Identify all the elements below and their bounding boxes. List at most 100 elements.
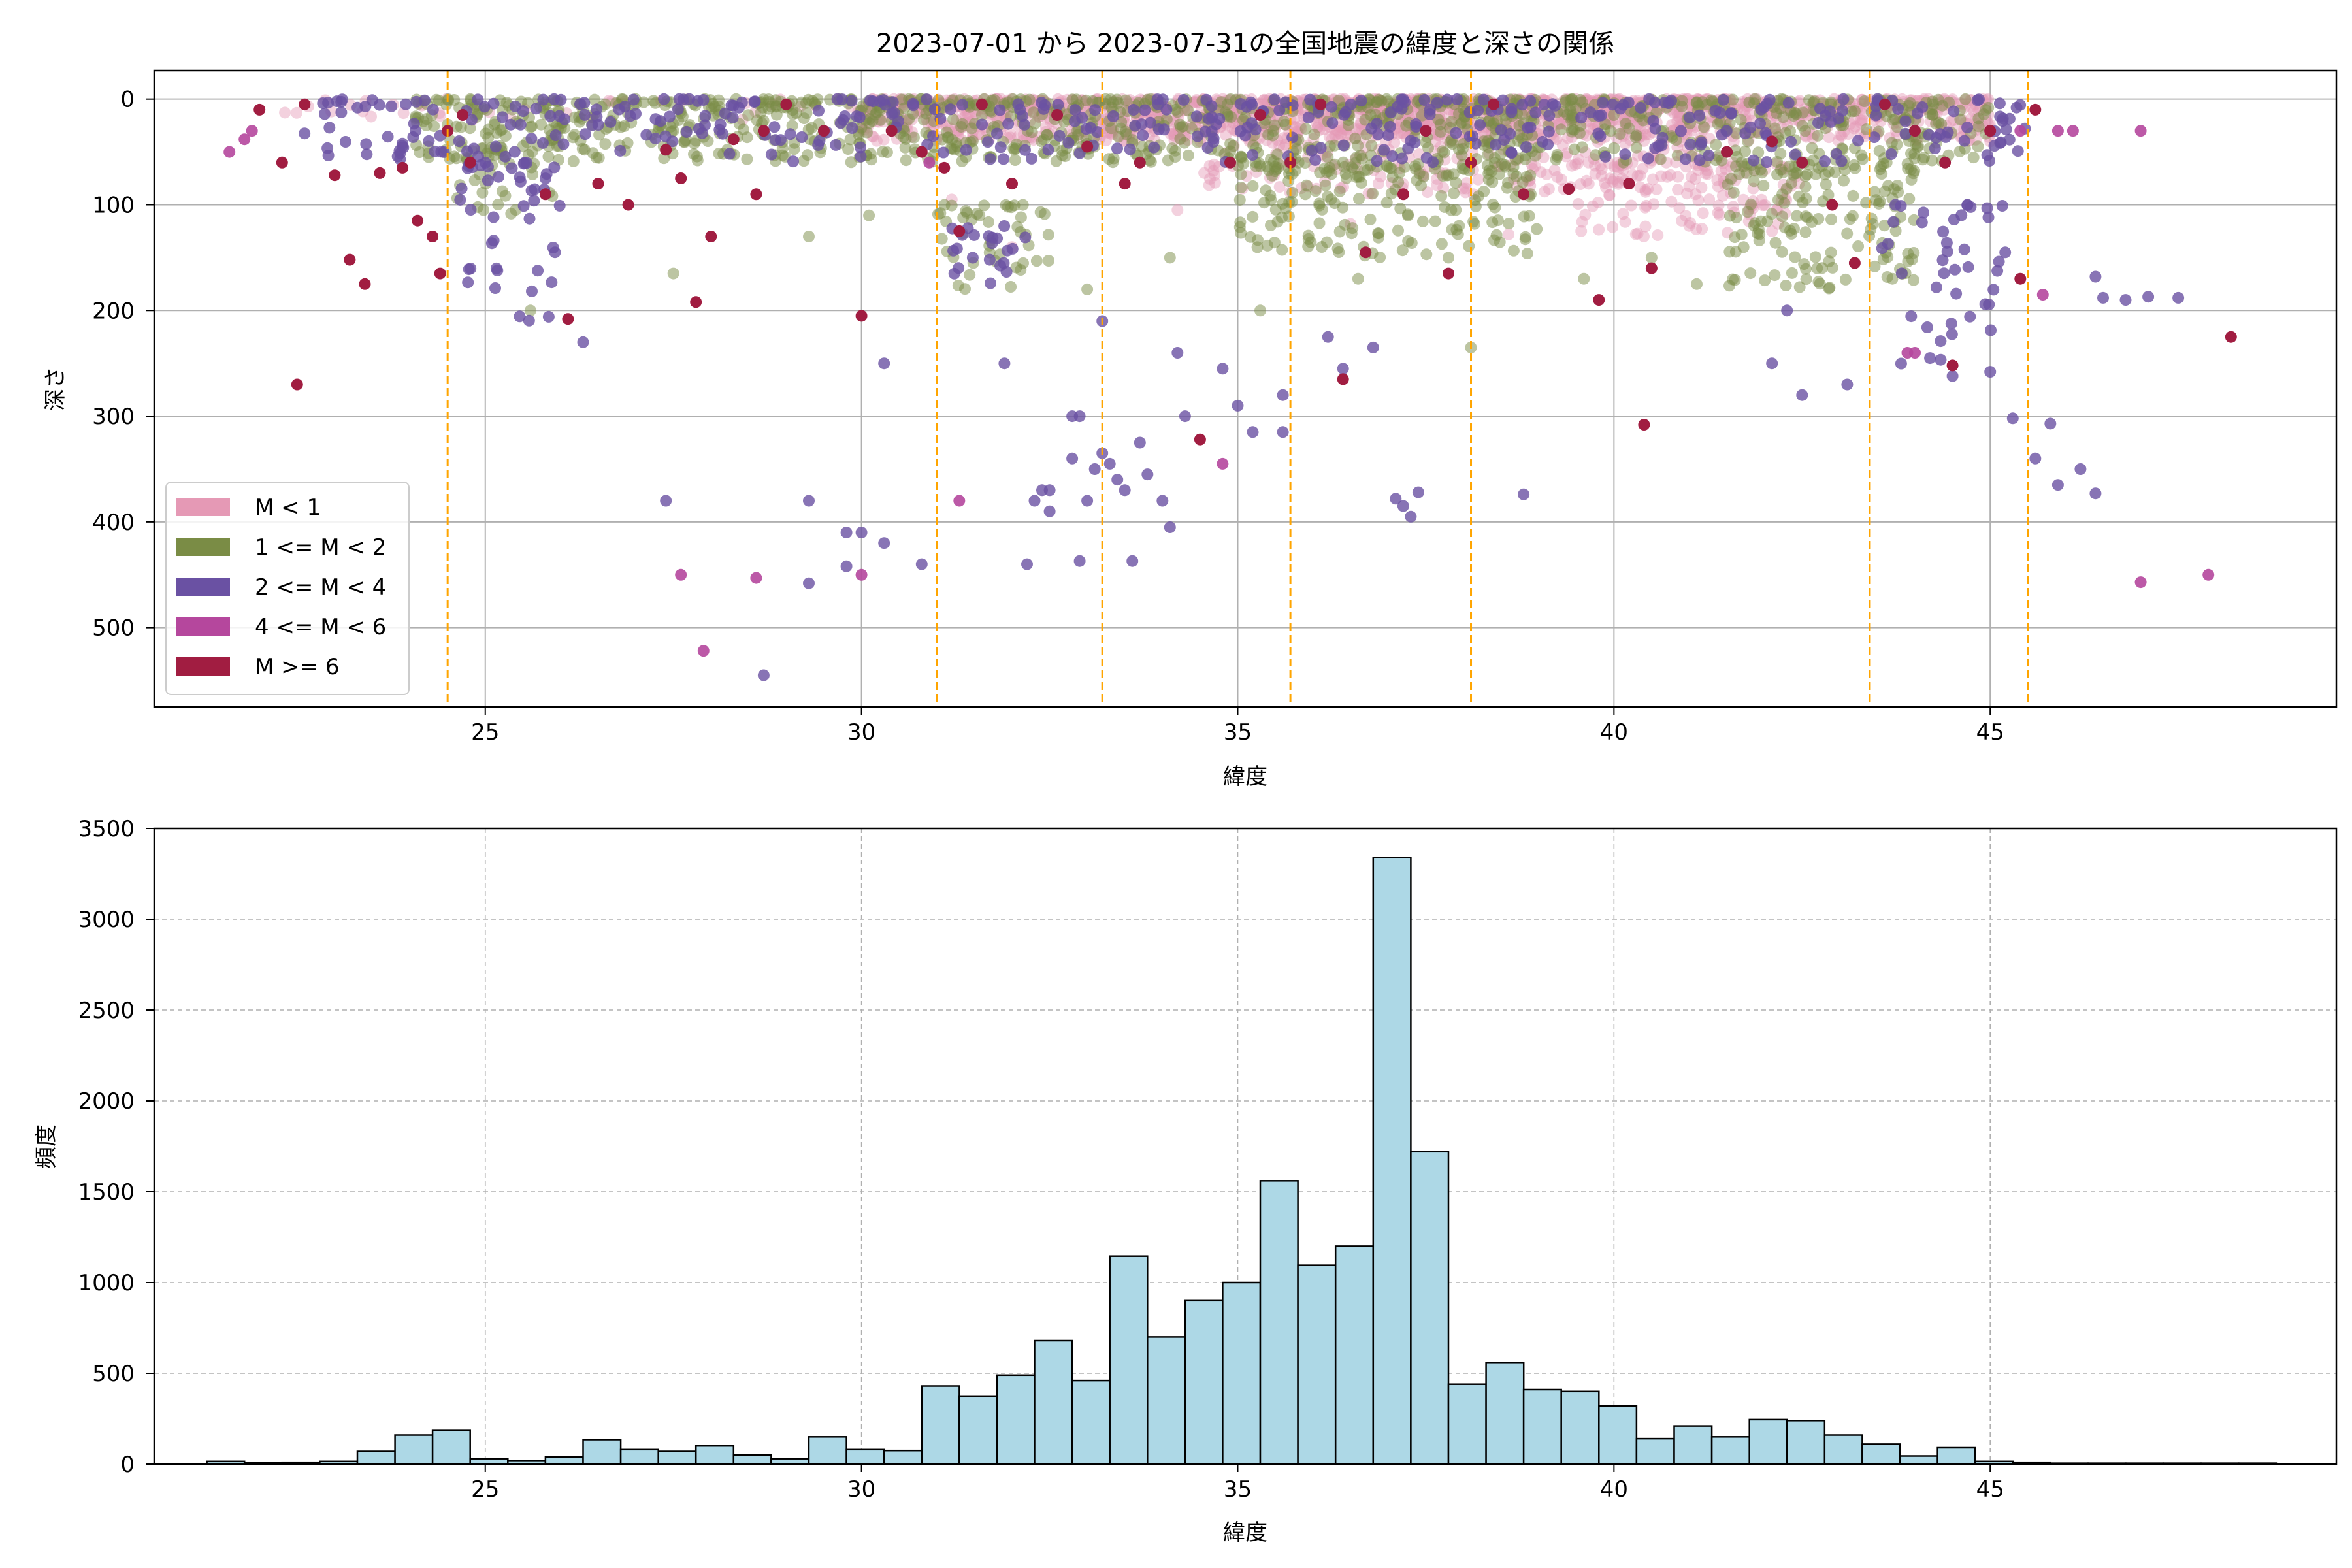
scatter-point <box>1690 97 1703 109</box>
scatter-point <box>1907 167 1919 180</box>
scatter-point <box>496 185 508 197</box>
scatter-point <box>1680 210 1692 222</box>
scatter-point <box>526 285 538 297</box>
scatter-point <box>1360 246 1372 259</box>
scatter-point <box>1450 223 1463 236</box>
scatter-point <box>1949 263 1961 276</box>
scatter-point <box>1614 127 1626 140</box>
scatter-point <box>1950 287 1963 300</box>
scatter-point <box>1593 294 1605 306</box>
scatter-point <box>955 121 968 133</box>
scatter-point <box>1073 555 1086 567</box>
scatter-point <box>1277 132 1290 144</box>
scatter-point <box>476 186 489 199</box>
scatter-point <box>599 138 612 150</box>
legend-swatch <box>176 578 230 596</box>
scatter-point <box>1488 98 1500 110</box>
scatter-point <box>1400 120 1413 132</box>
scatter-point <box>1262 129 1275 141</box>
scatter-point <box>1445 204 1458 216</box>
scatter-point <box>1460 182 1472 195</box>
scatter-point <box>1302 229 1315 242</box>
scatter-point <box>1649 122 1661 135</box>
scatter-point <box>1099 97 1111 110</box>
scatter-point <box>790 107 802 120</box>
scatter-point <box>464 156 476 169</box>
scatter-point <box>1402 235 1414 247</box>
scatter-point <box>938 146 949 159</box>
scatter-point <box>1233 194 1246 206</box>
scatter-point <box>1326 101 1337 113</box>
scatter-point <box>1676 95 1688 107</box>
scatter-point <box>1603 189 1616 201</box>
scatter-point <box>614 144 627 157</box>
scatter-point <box>1378 144 1390 156</box>
scatter-point <box>2119 294 2132 306</box>
scatter-point <box>492 171 504 183</box>
scatter-point <box>1364 213 1377 225</box>
scatter-point <box>1690 223 1703 235</box>
scatter-point <box>1735 156 1748 169</box>
scatter-point <box>1069 115 1081 127</box>
scatter-y-tick-label: 0 <box>120 87 135 113</box>
scatter-point <box>373 99 385 111</box>
scatter-point <box>1837 93 1850 105</box>
legend-swatch <box>176 498 230 516</box>
scatter-point <box>374 167 386 179</box>
legend-entries: M < 1 1 <= M < 2 2 <= M < 4 4 <= M < 6 M >= … <box>176 495 386 680</box>
scatter-point <box>525 121 537 133</box>
scatter-point <box>1604 172 1616 185</box>
scatter-point <box>1308 128 1320 140</box>
scatter-point <box>1422 142 1434 154</box>
scatter-point <box>412 214 424 227</box>
scatter-point <box>1204 172 1216 185</box>
scatter-point <box>1749 93 1761 105</box>
scatter-point <box>1779 127 1791 139</box>
scatter-point <box>530 103 542 115</box>
scatter-point <box>1190 110 1203 123</box>
scatter-point <box>1782 97 1795 109</box>
scatter-point <box>1324 140 1336 153</box>
scatter-point <box>1194 433 1206 446</box>
scatter-point <box>448 94 461 106</box>
scatter-point <box>1763 93 1776 106</box>
scatter-point <box>1328 158 1341 171</box>
scatter-point <box>1563 183 1575 195</box>
scatter-point <box>1776 188 1789 201</box>
scatter-point <box>1081 495 1094 507</box>
scatter-point <box>331 95 343 108</box>
scatter-point <box>1182 149 1194 161</box>
scatter-point <box>1151 93 1164 106</box>
scatter-point <box>1626 169 1639 181</box>
scatter-point <box>579 128 591 140</box>
scatter-point <box>984 153 996 165</box>
scatter-point <box>1569 158 1582 171</box>
histogram-y-tick-label: 0 <box>120 1452 135 1478</box>
scatter-point <box>1879 98 1891 110</box>
histogram-y-tick-label: 2500 <box>78 998 135 1024</box>
legend-label: 4 <= M < 6 <box>255 614 386 640</box>
scatter-point <box>1043 255 1054 267</box>
scatter-point <box>898 131 910 144</box>
scatter-point <box>915 558 928 570</box>
scatter-point <box>1617 99 1629 111</box>
scatter-point <box>1333 185 1346 197</box>
scatter-point <box>1386 150 1399 162</box>
scatter-point <box>1823 131 1835 144</box>
scatter-point <box>741 153 753 165</box>
scatter-point <box>455 121 467 133</box>
scatter-point <box>361 148 373 161</box>
scatter-point <box>548 93 561 105</box>
scatter-point <box>796 131 808 143</box>
scatter-point <box>1158 123 1170 136</box>
scatter-point <box>1796 156 1808 169</box>
scatter-point <box>1535 166 1547 178</box>
histogram-bar <box>1560 1390 1600 1465</box>
scatter-point <box>667 267 679 280</box>
scatter-point <box>1712 206 1724 219</box>
scatter-point <box>1292 156 1305 169</box>
scatter-point <box>1107 110 1119 122</box>
scatter-point <box>877 94 890 106</box>
scatter-point <box>365 110 377 123</box>
scatter-point <box>1337 373 1349 385</box>
